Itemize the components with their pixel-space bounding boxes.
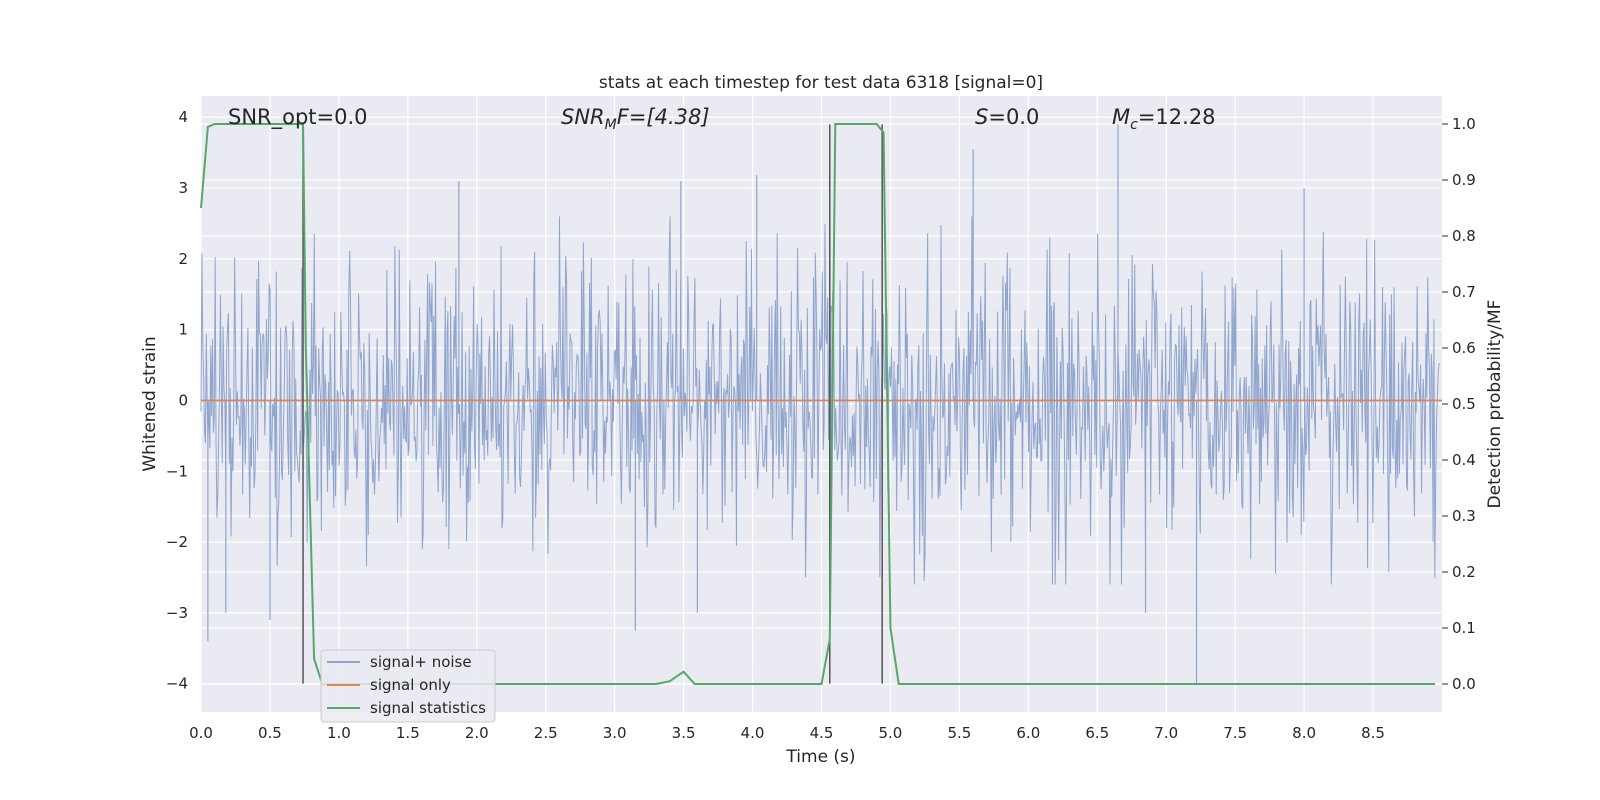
x-tick-label: 1.0: [327, 724, 351, 742]
legend-box: [320, 649, 496, 723]
annotation-s-base: S: [975, 105, 988, 129]
y2-tick-label: 1.0: [1452, 115, 1476, 133]
annotation-mc-sub: c: [1130, 117, 1138, 133]
x-tick-label: 6.0: [1016, 724, 1040, 742]
y-tick-label: 0: [178, 391, 188, 409]
x-tick-label: 0.0: [189, 724, 213, 742]
x-tick-label: 4.0: [741, 724, 765, 742]
y2-tick-label: 0.0: [1452, 675, 1476, 693]
y-tick-label: −4: [166, 675, 188, 693]
x-tick-label: 5.5: [947, 724, 971, 742]
x-tick-label: 7.0: [1154, 724, 1178, 742]
chart-title: stats at each timestep for test data 631…: [599, 73, 1043, 93]
y-tick-label: 2: [178, 250, 188, 268]
annotation-mc: Mc=12.28: [1112, 105, 1216, 133]
y2-tick-label: 0.1: [1452, 619, 1476, 637]
annotation-mc-base: M: [1112, 105, 1130, 129]
annotation-snr-mf: SNRMF=[4.38]: [561, 105, 710, 133]
annotation-s-tail: =0.0: [988, 105, 1039, 129]
ticks: 0.0 0.5 1.0 1.5 2.0 2.5 3.0 3.5 4.0 4.5 5.0 5.5 6.0 6…: [166, 108, 1476, 742]
x-tick-label: 2.5: [534, 724, 558, 742]
annotation-snr-mf-base: SNR: [561, 105, 605, 129]
y2-tick-label: 0.9: [1452, 171, 1476, 189]
signal-noise-series: [200, 124, 1440, 684]
y2-tick-label: 0.8: [1452, 227, 1476, 245]
y-axis-label: Whitened strain: [140, 336, 160, 471]
x-axis-label: Time (s): [785, 747, 855, 767]
y2-axis-label: Detection probability/MF: [1485, 300, 1505, 509]
y-tick-label: 4: [178, 108, 188, 126]
annotation-snr-mf-sub: M: [605, 117, 617, 133]
y-tick-label: −1: [166, 462, 188, 480]
y2-tick-label: 0.7: [1452, 283, 1476, 301]
y2-tick-label: 0.4: [1452, 451, 1476, 469]
x-tick-label: 1.5: [396, 724, 420, 742]
y-tick-label: −3: [166, 604, 188, 622]
y-tick-label: 3: [178, 179, 188, 197]
signal-statistics-line: [200, 123, 1436, 685]
legend-label-stats: signal statistics: [370, 699, 486, 717]
signal-noise-line: [200, 216, 1440, 585]
x-tick-label: 4.5: [810, 724, 834, 742]
legend-label-noise: signal+ noise: [370, 653, 472, 671]
y2-tick-label: 0.2: [1452, 563, 1476, 581]
x-tick-label: 8.0: [1292, 724, 1316, 742]
y-tick-label: 1: [178, 321, 188, 339]
annotation-snr-opt: SNR_opt=0.0: [228, 105, 368, 130]
y2-tick-label: 0.6: [1452, 339, 1476, 357]
signal-statistics-series: [200, 123, 1436, 685]
x-tick-label: 5.0: [879, 724, 903, 742]
x-tick-label: 6.5: [1085, 724, 1109, 742]
legend-label-signal: signal only: [370, 676, 451, 694]
y2-tick-label: 0.3: [1452, 507, 1476, 525]
x-tick-label: 3.5: [672, 724, 696, 742]
y2-tick-label: 0.5: [1452, 395, 1476, 413]
x-tick-label: 3.0: [603, 724, 627, 742]
y-tick-label: −2: [166, 533, 188, 551]
x-tick-label: 0.5: [258, 724, 282, 742]
legend: signal+ noise signal only signal statist…: [320, 649, 496, 723]
annotation-snr-mf-tail: F=[4.38]: [617, 105, 710, 129]
annotation-mc-tail: =12.28: [1138, 105, 1216, 129]
x-tick-label: 7.5: [1223, 724, 1247, 742]
x-tick-label: 2.0: [465, 724, 489, 742]
x-tick-label: 8.5: [1361, 724, 1385, 742]
annotation-s: S=0.0: [975, 105, 1039, 129]
